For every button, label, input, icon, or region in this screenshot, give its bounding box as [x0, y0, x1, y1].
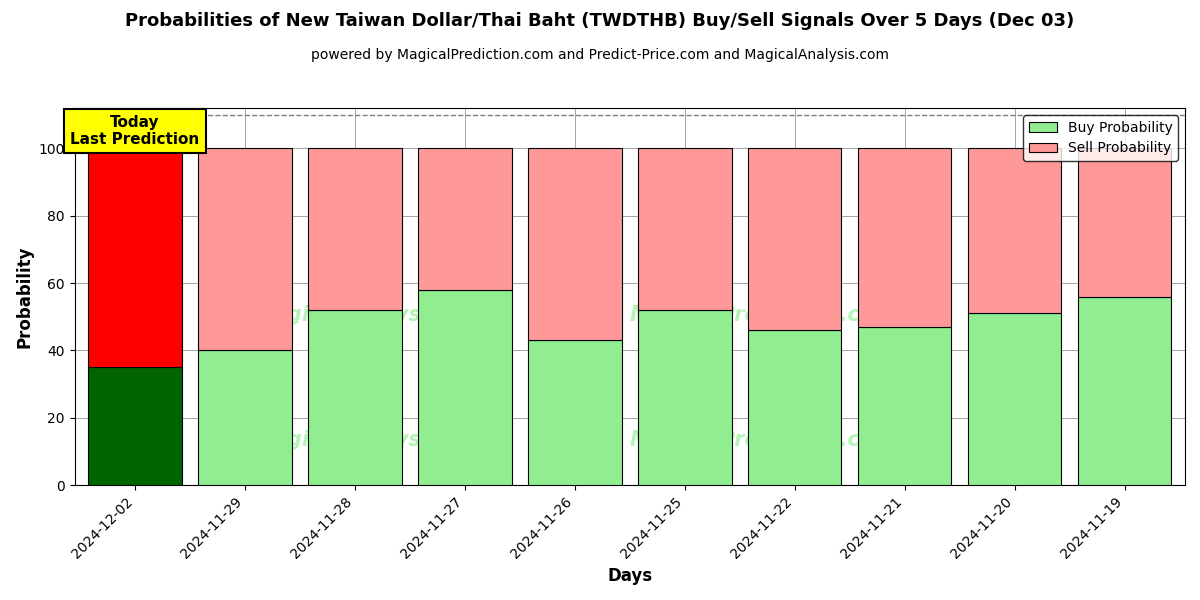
Text: MagicalAnalysis.com: MagicalAnalysis.com — [252, 305, 497, 325]
Text: MagicalPrediction.com: MagicalPrediction.com — [630, 430, 896, 450]
Bar — [89, 367, 182, 485]
Text: powered by MagicalPrediction.com and Predict-Price.com and MagicalAnalysis.com: powered by MagicalPrediction.com and Pre… — [311, 48, 889, 62]
Text: MagicalAnalysis.com: MagicalAnalysis.com — [252, 430, 497, 450]
Bar — [419, 290, 511, 485]
Bar — [968, 313, 1061, 485]
Bar — [638, 148, 732, 310]
X-axis label: Days: Days — [607, 567, 653, 585]
Bar — [748, 148, 841, 330]
Bar — [198, 350, 292, 485]
Text: MagicalPrediction.com: MagicalPrediction.com — [630, 305, 896, 325]
Bar — [198, 148, 292, 350]
Bar — [1078, 296, 1171, 485]
Bar — [968, 148, 1061, 313]
Bar — [858, 148, 952, 327]
Bar — [1078, 148, 1171, 296]
Text: Probabilities of New Taiwan Dollar/Thai Baht (TWDTHB) Buy/Sell Signals Over 5 Da: Probabilities of New Taiwan Dollar/Thai … — [125, 12, 1075, 30]
Bar — [89, 148, 182, 367]
Legend: Buy Probability, Sell Probability: Buy Probability, Sell Probability — [1024, 115, 1178, 161]
Bar — [638, 310, 732, 485]
Bar — [748, 330, 841, 485]
Bar — [528, 340, 622, 485]
Bar — [308, 148, 402, 310]
Bar — [308, 310, 402, 485]
Bar — [858, 327, 952, 485]
Bar — [419, 148, 511, 290]
Text: Today
Last Prediction: Today Last Prediction — [71, 115, 199, 147]
Y-axis label: Probability: Probability — [16, 245, 34, 348]
Bar — [528, 148, 622, 340]
